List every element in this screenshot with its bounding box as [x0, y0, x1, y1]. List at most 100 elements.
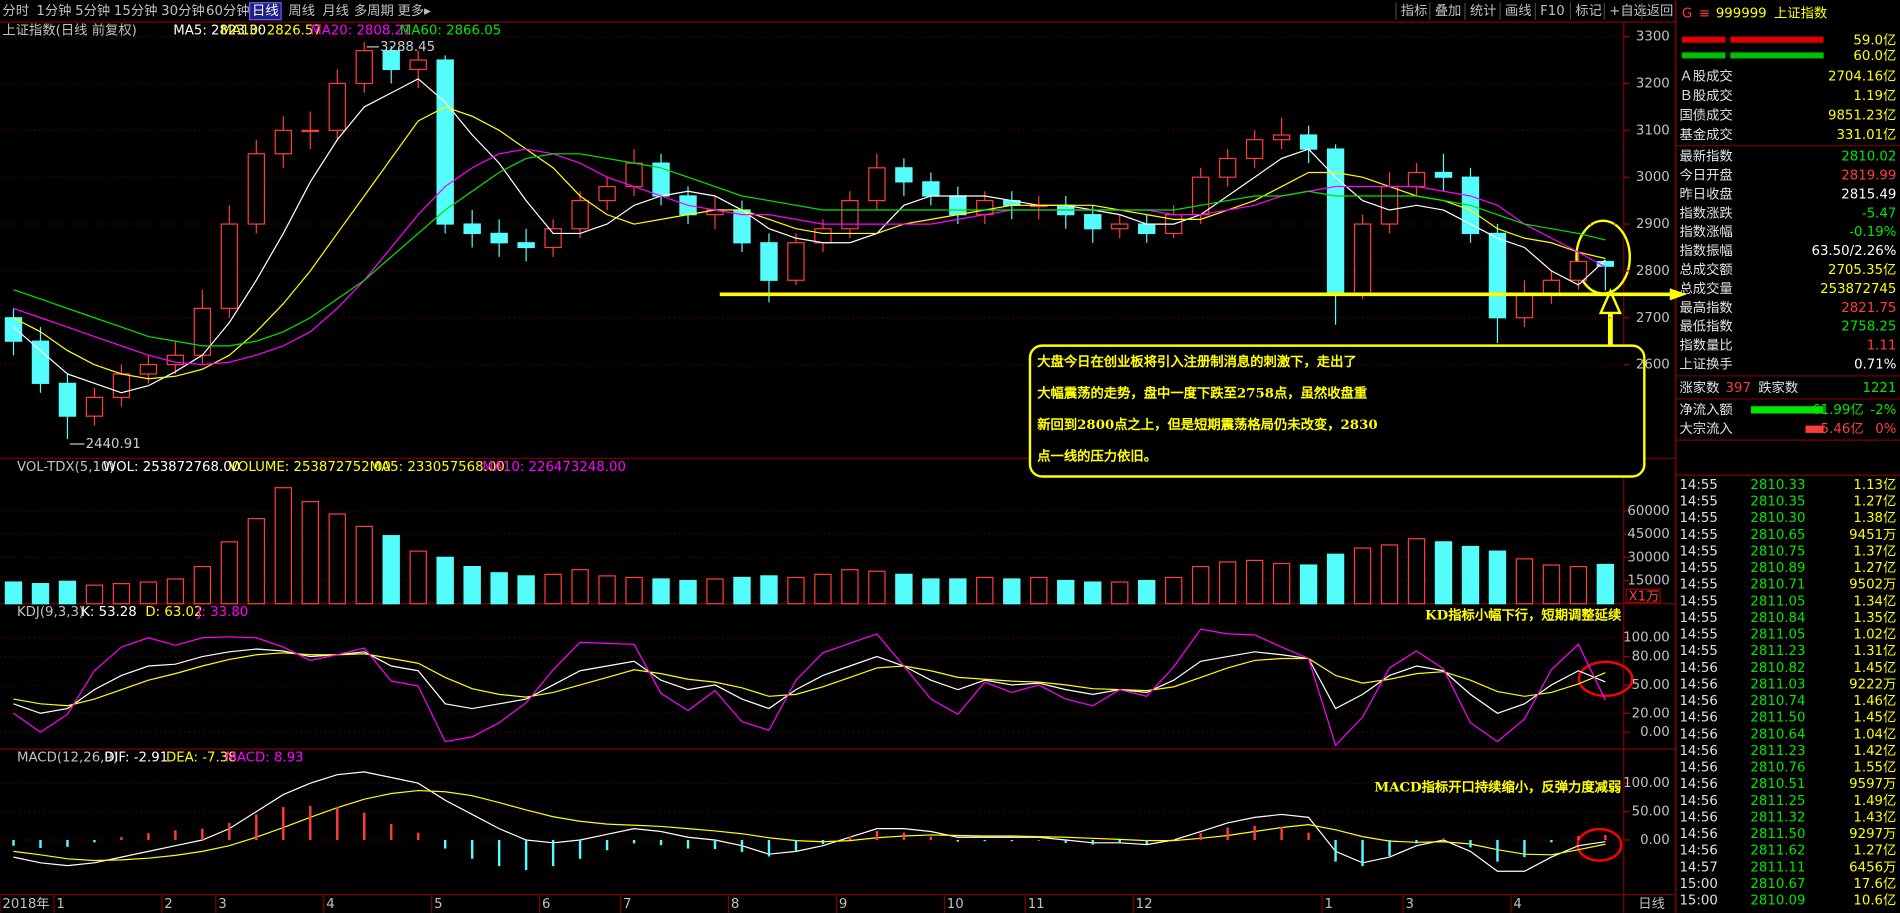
trade-time: 14:55 [1679, 644, 1717, 659]
legend-entry: J: 33.80 [197, 605, 249, 620]
macd-bar [848, 836, 852, 841]
macd-bar [228, 822, 231, 841]
volume-bar [247, 518, 266, 605]
toolbar-button[interactable]: 叠加 [1435, 3, 1462, 19]
volume-bar [868, 570, 886, 605]
toolbar-tab[interactable]: 60分钟 [206, 2, 250, 19]
trade-volume: 1.34亿 [1853, 593, 1896, 609]
toolbar-tab[interactable]: 月线 [322, 3, 349, 19]
trade-price: 2811.23 [1750, 644, 1805, 659]
trade-price: 2811.23 [1750, 744, 1805, 759]
toolbar-tab[interactable]: 5分钟 [75, 2, 110, 19]
macd-bar [1226, 827, 1229, 841]
toolbar-tab[interactable]: 1分钟 [36, 2, 71, 19]
candle-body [1191, 176, 1210, 216]
volume-bar [1407, 538, 1426, 605]
highlight-circle [1577, 660, 1634, 698]
stat-value: 0% [1875, 422, 1896, 437]
volume-bar [166, 578, 185, 605]
volume-bar [1245, 559, 1264, 605]
trade-time: 14:56 [1679, 794, 1717, 809]
flow-bar [1750, 406, 1824, 414]
date-label: 2018年 [2, 896, 49, 912]
volume-bar [733, 576, 751, 605]
trade-volume: 1.31亿 [1853, 643, 1896, 659]
toolbar-button[interactable]: +自选 [1609, 3, 1647, 19]
trade-price: 2811.03 [1750, 677, 1805, 692]
stat-label: 今日开盘 [1679, 166, 1732, 183]
trade-time: 15:00 [1679, 894, 1717, 909]
volume-bar [4, 581, 23, 605]
toolbar-tab[interactable]: 15分钟 [114, 2, 158, 19]
y-tick-label: 2900 [1636, 217, 1670, 232]
macd-bar [1307, 832, 1310, 841]
candle-body [1407, 171, 1426, 188]
stat-value: 1221 [1862, 381, 1896, 396]
menu-icon[interactable]: ≡ [1699, 7, 1710, 22]
trade-time: 14:56 [1679, 727, 1717, 742]
toolbar-tab[interactable]: 更多▸ [397, 2, 431, 19]
volume-bar [679, 579, 697, 605]
date-label: 4 [326, 897, 334, 912]
macd-bar [1199, 833, 1202, 841]
toolbar-tab[interactable]: 分时 [2, 3, 29, 19]
annotation-text: 点一线的压力依旧。 [1037, 448, 1157, 465]
toolbar-button[interactable]: 指标 [1401, 3, 1428, 19]
toolbar-button[interactable]: 标记 [1575, 3, 1602, 19]
volume-bar [463, 565, 481, 605]
candle-body [1488, 232, 1507, 319]
toolbar-button[interactable]: F10 [1540, 4, 1565, 19]
candle-body [895, 167, 913, 183]
stat-value: 0.71% [1854, 358, 1896, 373]
toolbar-tab[interactable]: 30分钟 [161, 2, 205, 19]
candle-body [328, 82, 346, 131]
candle-body [1434, 171, 1453, 178]
trade-price: 2810.35 [1750, 495, 1805, 510]
trade-volume: 1.37亿 [1853, 543, 1896, 559]
macd-bar [1442, 838, 1445, 841]
toolbar-tab[interactable]: 周线 [288, 3, 315, 19]
toolbar-button[interactable]: 统计 [1470, 3, 1497, 19]
date-label: 7 [623, 897, 631, 912]
trade-volume: 1.55亿 [1853, 760, 1896, 776]
toolbar-tab[interactable]: 日线 [252, 3, 279, 19]
candle-body [1111, 223, 1129, 230]
ratio-bar [1730, 36, 1824, 43]
y-tick-label: 60000 [1627, 504, 1669, 519]
toolbar-button[interactable]: 返回 [1647, 3, 1674, 19]
panel-title: 上证指数(日线 前复权) [2, 22, 136, 39]
toolbar-tab[interactable]: 多周期 [354, 2, 394, 19]
candle-body [139, 364, 158, 375]
y-tick-label: 2600 [1636, 358, 1670, 373]
macd-bar [713, 840, 717, 850]
volume-bar [382, 535, 400, 605]
volume-bar [31, 583, 50, 605]
y-tick-label: 100.00 [1623, 631, 1670, 646]
panel-title: KDJ(9,3,3) [17, 605, 84, 620]
trade-volume: 17.6亿 [1853, 876, 1896, 892]
candle-body [868, 167, 886, 202]
volume-bar [814, 573, 832, 605]
trade-volume: 1.45亿 [1853, 660, 1896, 676]
stat-value: 5.46亿 [1821, 421, 1864, 437]
macd-bar [1334, 840, 1337, 862]
volume-bar [760, 575, 778, 605]
unit-label: X1万 [1629, 589, 1660, 604]
volume-bar [706, 578, 724, 605]
stat-label: Ａ股成交 [1679, 68, 1732, 85]
trade-time: 14:56 [1679, 777, 1717, 792]
y-tick-label: 80.00 [1632, 650, 1670, 665]
candle-body [625, 162, 643, 188]
volume-bar [58, 580, 77, 605]
macd-bar [1145, 840, 1148, 844]
candle-body [1084, 214, 1102, 230]
stat-value: -61.99亿 [1807, 402, 1863, 418]
annotation-arrow [1598, 288, 1622, 346]
macd-bar [443, 840, 447, 849]
annotation-text: 大盘今日在创业板将引入注册制消息的刺激下，走出了 [1037, 353, 1357, 370]
volume-bar [112, 583, 131, 605]
stat-value: 2758.25 [1841, 320, 1896, 335]
toolbar-button[interactable]: 画线 [1505, 3, 1532, 19]
volume-bar [949, 578, 967, 605]
